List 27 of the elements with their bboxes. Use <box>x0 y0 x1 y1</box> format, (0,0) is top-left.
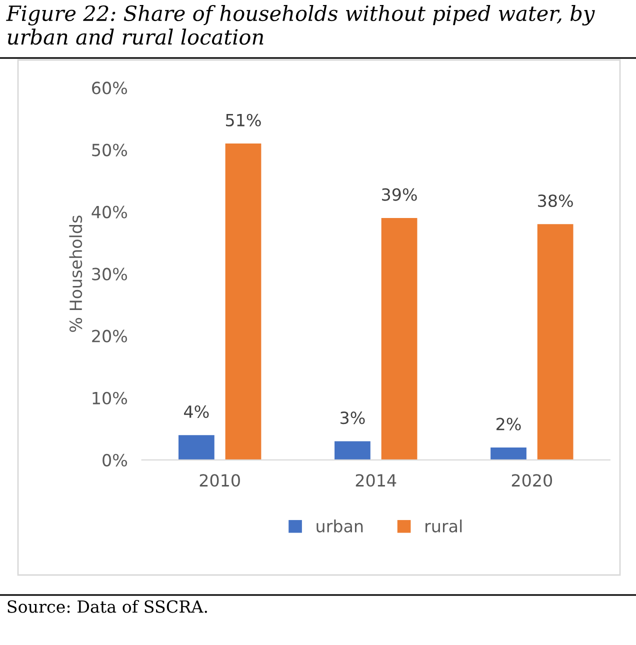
chart-title: Figure 22: Share of households without piped water, by urban and rural location <box>6 5 595 45</box>
bar <box>537 224 574 460</box>
y-axis-title: % Households <box>69 216 82 332</box>
data-label: 3% <box>340 412 365 424</box>
y-tick-label: 60% <box>92 82 128 94</box>
data-label: 4% <box>184 405 209 418</box>
x-tick-label: 2010 <box>200 474 240 487</box>
y-tick-label: 50% <box>92 144 128 156</box>
data-label: 51% <box>226 114 261 126</box>
data-label: 2% <box>496 418 521 430</box>
y-tick-label: 10% <box>92 392 128 404</box>
x-tick-label: 2020 <box>512 474 552 487</box>
bar <box>334 441 370 460</box>
y-tick-label: 30% <box>92 268 128 280</box>
data-label: 39% <box>382 188 417 201</box>
source-note: Source: Data of SSCRA. <box>8 600 207 613</box>
y-tick-label: 40% <box>92 206 128 218</box>
legend-label: rural <box>426 520 462 532</box>
bar <box>178 435 214 460</box>
bar <box>381 218 418 460</box>
x-tick-label: 2014 <box>356 474 396 487</box>
y-tick-label: 0% <box>102 454 128 466</box>
legend-label: urban <box>316 520 363 532</box>
y-tick-label: 20% <box>92 330 128 342</box>
bar <box>225 144 262 460</box>
bar <box>490 447 526 460</box>
data-label: 38% <box>538 194 573 208</box>
